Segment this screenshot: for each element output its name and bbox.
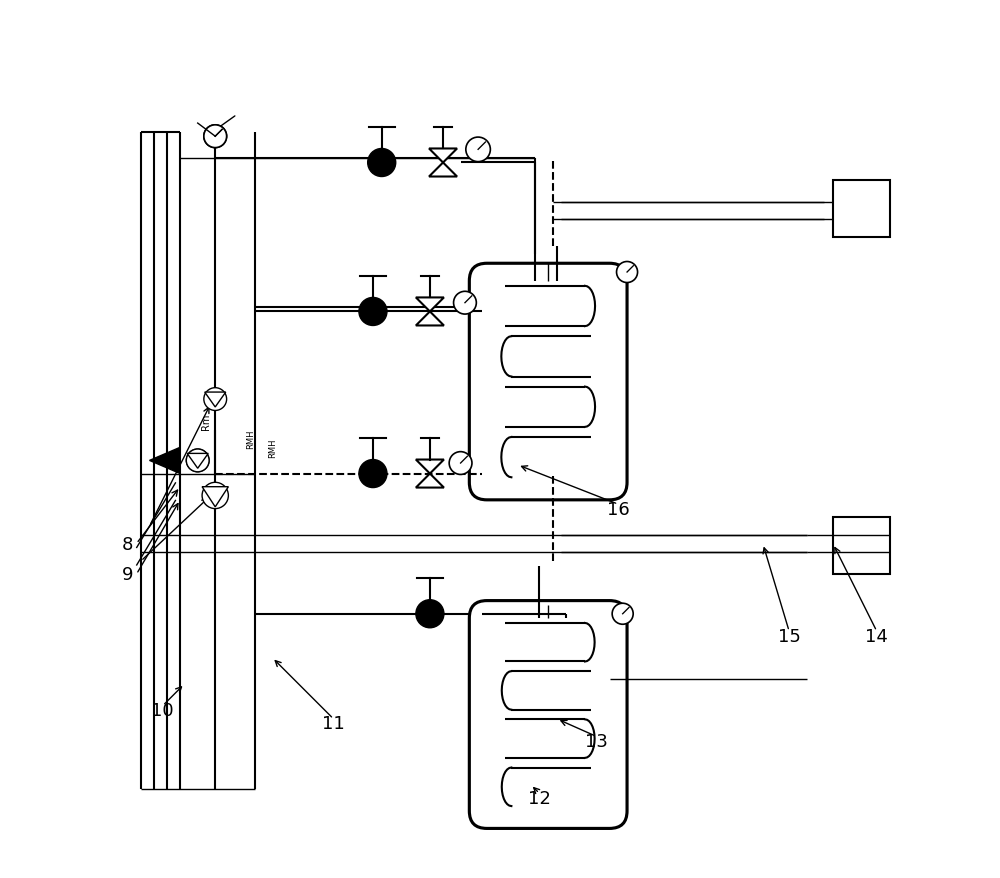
Polygon shape <box>187 454 208 469</box>
Circle shape <box>454 292 476 314</box>
Circle shape <box>186 450 209 472</box>
Text: RMH: RMH <box>246 429 255 449</box>
Circle shape <box>359 460 387 488</box>
Polygon shape <box>205 392 226 407</box>
Circle shape <box>204 388 227 411</box>
Polygon shape <box>150 448 180 474</box>
Polygon shape <box>202 487 228 507</box>
Text: Rm: Rm <box>201 414 211 429</box>
Circle shape <box>359 299 387 326</box>
Text: 8: 8 <box>122 535 133 553</box>
Bar <box>833 181 890 238</box>
Circle shape <box>204 126 227 148</box>
Text: 13: 13 <box>585 732 608 750</box>
Circle shape <box>449 452 472 475</box>
Circle shape <box>186 450 209 472</box>
Circle shape <box>612 603 633 624</box>
FancyBboxPatch shape <box>469 264 627 500</box>
Bar <box>833 518 890 575</box>
Polygon shape <box>429 149 457 163</box>
Text: 15: 15 <box>778 627 801 645</box>
FancyBboxPatch shape <box>469 601 627 829</box>
Polygon shape <box>416 299 444 312</box>
Text: 11: 11 <box>322 715 345 732</box>
Circle shape <box>617 263 638 284</box>
Text: 12: 12 <box>528 788 551 807</box>
Circle shape <box>204 126 227 148</box>
Polygon shape <box>416 460 444 474</box>
Text: 16: 16 <box>607 500 630 518</box>
Polygon shape <box>416 474 444 488</box>
Text: RMH: RMH <box>268 438 277 457</box>
Text: 14: 14 <box>865 627 888 645</box>
Circle shape <box>466 138 490 162</box>
Text: 9: 9 <box>122 565 133 584</box>
Circle shape <box>202 483 228 509</box>
Circle shape <box>368 149 396 177</box>
Text: 10: 10 <box>151 702 174 719</box>
Polygon shape <box>429 163 457 177</box>
Circle shape <box>416 600 444 628</box>
Polygon shape <box>416 312 444 326</box>
